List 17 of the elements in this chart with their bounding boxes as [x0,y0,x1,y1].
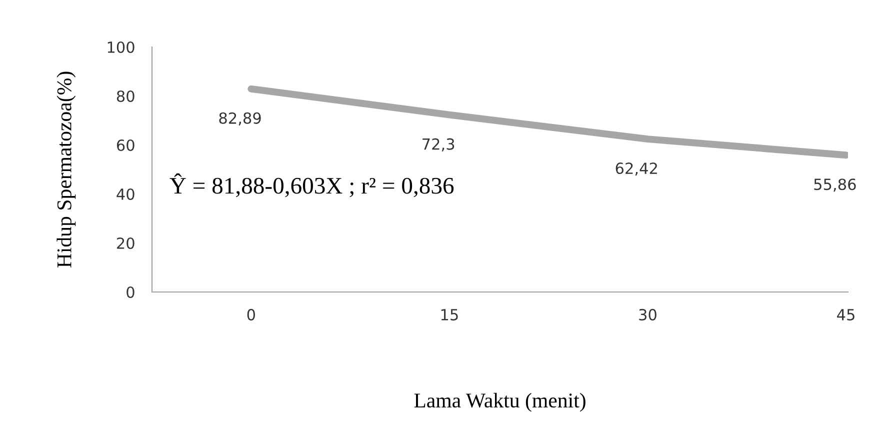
y-tick-label: 40 [116,188,134,200]
data-label: 82,89 [219,112,261,126]
y-tick-label: 0 [126,286,134,298]
x-tick-label: 15 [441,309,458,320]
y-axis-title: Hidup Spermatozoa(%) [56,72,76,268]
annotation: Ŷ = 81,88-0,603X ; r² = 0,836 [170,173,454,198]
data-label: 72,3 [422,138,454,152]
y-tick-label: 60 [116,139,134,152]
x-axis-title: Lama Waktu (menit) [414,392,586,412]
y-tick-label: 100 [108,41,134,54]
y-tick-label: 80 [116,90,134,102]
y-tick-label: 20 [117,237,134,250]
data-label: 55,86 [814,178,856,192]
data-label: 62,42 [616,162,657,176]
x-tick-label: 30 [639,308,656,320]
x-tick-label: 0 [247,308,255,320]
x-tick-label: 45 [837,309,854,320]
